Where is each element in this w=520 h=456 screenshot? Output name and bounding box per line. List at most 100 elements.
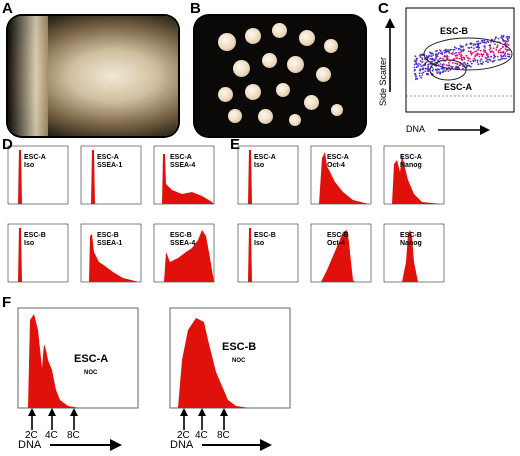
arrow-up-icon: [48, 408, 56, 416]
label-cell-line: ESC-B: [327, 232, 349, 239]
label-marker: Iso: [24, 240, 35, 247]
arrow-up-icon: [180, 408, 188, 416]
colony-blob: [217, 86, 233, 102]
label-marker: SSEA-1: [97, 240, 123, 247]
colony-blob: [315, 66, 331, 82]
colony-blob: [245, 28, 261, 44]
label-marker: SSEA-4: [170, 162, 196, 169]
panel-label-f: F: [2, 294, 12, 311]
label-cell-line: ESC-A: [327, 154, 349, 161]
f-dna-label-right: DNA: [170, 439, 194, 451]
arrow-up-icon: [385, 18, 395, 28]
marker-label-8c: 8C: [217, 430, 230, 441]
colony-blob: [299, 30, 315, 46]
panel-label-c: C: [378, 0, 389, 17]
colony-blob: [286, 55, 304, 73]
marker-label-4c: 4C: [195, 430, 208, 441]
label-marker: Oct-4: [327, 240, 345, 247]
histogram-label: ESC-A SSEA-4: [170, 154, 195, 170]
label-cell-line: ESC-B: [170, 232, 192, 239]
histogram-label: ESC-B SSEA-1: [97, 232, 122, 248]
arrow-right-icon: [110, 439, 122, 451]
colony-blob: [228, 109, 242, 123]
histogram-esc-b-iso: [7, 223, 69, 283]
label-cell-line: ESC-B: [97, 232, 119, 239]
side-scatter-label: Side Scatter: [378, 57, 388, 106]
histogram-label: ESC-B SSEA-4: [170, 232, 195, 248]
arrow-up-icon: [28, 408, 36, 416]
panel-label-a: A: [2, 0, 13, 17]
label-cell-line: ESC-A: [254, 154, 276, 161]
panel-f-cell-cycle: ESC-A NOC ESC-B NOC 2C 4C 8C 2C 4C 8C DNA DN…: [17, 307, 291, 451]
arrow-up-icon: [220, 408, 228, 416]
colony-blob: [331, 104, 343, 116]
colony-blob: [289, 114, 301, 126]
colony-photo-a: [8, 16, 178, 136]
colony-blob: [271, 22, 287, 38]
histogram-label: ESC-B Oct-4: [327, 232, 349, 248]
marker-label-4c: 4C: [45, 430, 58, 441]
f-left-title: ESC-A: [74, 353, 108, 365]
histogram-esc-b-ssea-1: [80, 223, 142, 283]
arrow-right-icon: [260, 439, 272, 451]
panel-label-d: D: [2, 136, 13, 153]
histogram-esc-a-noc: [17, 307, 139, 409]
histogram-label: ESC-A Iso: [254, 154, 276, 170]
histogram-esc-b-noc: [169, 307, 291, 409]
label-marker: Nanog: [400, 240, 422, 247]
colony-blob: [261, 52, 277, 68]
label-cell-line: ESC-B: [254, 232, 276, 239]
colony-blob: [245, 84, 261, 100]
colony-photo-b: [195, 16, 365, 136]
histogram-label: ESC-B Nanog: [400, 232, 422, 248]
label-cell-line: ESC-A: [97, 154, 119, 161]
label-cell-line: ESC-B: [24, 232, 46, 239]
f-right-title: ESC-B: [222, 341, 256, 353]
f-dna-label-left: DNA: [18, 439, 42, 451]
label-marker: Iso: [254, 162, 265, 169]
colony-blob: [257, 108, 273, 124]
marker-label-2c: 2C: [25, 430, 38, 441]
histogram-esc-a-iso: [237, 145, 299, 205]
f-right-sub: NOC: [232, 358, 246, 364]
label-marker: SSEA-4: [170, 240, 196, 247]
histogram-esc-a-oct-4: [310, 145, 372, 205]
label-marker: Iso: [24, 162, 35, 169]
histogram-esc-a-iso: [7, 145, 69, 205]
histogram-esc-b-nanog: [383, 223, 445, 283]
colony-blob: [218, 33, 236, 51]
colony-blob: [276, 83, 290, 97]
histogram-esc-b-oct-4: [310, 223, 372, 283]
histogram-label: ESC-B Iso: [24, 232, 46, 248]
histogram-esc-b-iso: [237, 223, 299, 283]
label-cell-line: ESC-B: [400, 232, 422, 239]
flow-cytometry-plot: ESC-B ESC-A Side Scatter DNA: [378, 7, 515, 135]
arrow-up-icon: [70, 408, 78, 416]
histogram-esc-a-ssea-1: [80, 145, 142, 205]
arrow-up-icon: [198, 408, 206, 416]
histogram-esc-a-ssea-4: [153, 145, 215, 205]
arrow-right-icon: [480, 125, 490, 135]
colony-blob: [303, 94, 319, 110]
histogram-label: ESC-A Oct-4: [327, 154, 349, 170]
label-marker: Oct-4: [327, 162, 345, 169]
label-cell-line: ESC-A: [170, 154, 192, 161]
histogram-label: ESC-A Iso: [24, 154, 46, 170]
histogram-label: ESC-B Iso: [254, 232, 276, 248]
histogram-label: ESC-A Nanog: [400, 154, 422, 170]
dna-label-c: DNA: [406, 124, 425, 134]
histogram-esc-b-ssea-4: [153, 223, 215, 283]
histogram-label: ESC-A SSEA-1: [97, 154, 122, 170]
label-cell-line: ESC-A: [400, 154, 422, 161]
label-cell-line: ESC-A: [24, 154, 46, 161]
label-marker: SSEA-1: [97, 162, 123, 169]
panel-label-e: E: [230, 136, 241, 153]
f-left-sub: NOC: [84, 370, 98, 376]
gate-label-b: ESC-B: [440, 26, 469, 36]
gate-label-a: ESC-A: [444, 82, 473, 92]
panel-label-b: B: [190, 0, 201, 17]
marker-label-8c: 8C: [67, 430, 80, 441]
histogram-esc-a-nanog: [383, 145, 445, 205]
colony-blob: [232, 59, 250, 77]
label-marker: Nanog: [400, 162, 422, 169]
